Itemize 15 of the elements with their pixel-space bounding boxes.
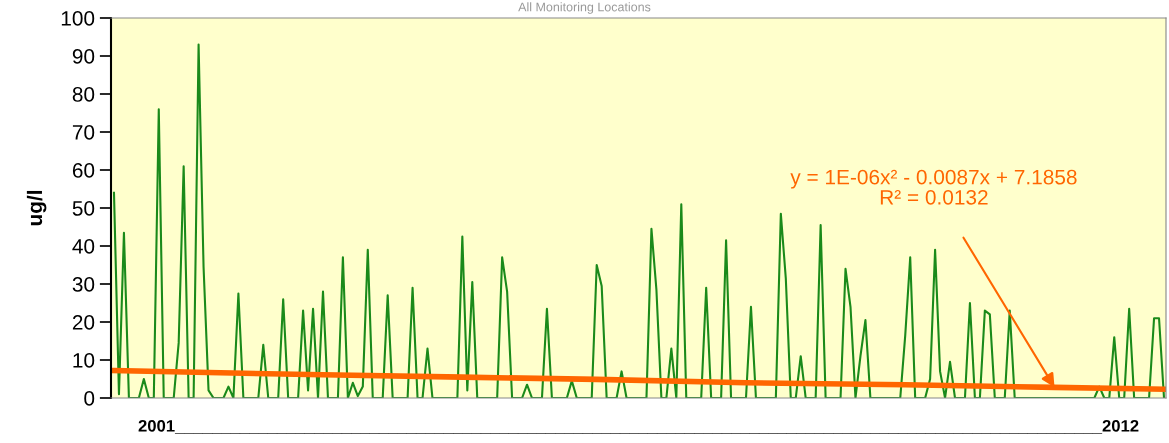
y-tick-label: 50: [72, 201, 95, 216]
y-tick-label: 70: [72, 125, 95, 140]
y-tick-label: 100: [61, 11, 95, 26]
y-tick-label: 0: [84, 391, 95, 406]
y-tick-label: 80: [72, 87, 95, 102]
y-tick-label: 90: [72, 49, 95, 64]
y-tick-label: 10: [73, 353, 95, 368]
y-tick-label: 20: [72, 315, 95, 330]
y-tick-label: 60: [72, 163, 95, 178]
y-tick-label: 30: [72, 277, 95, 292]
y-tick-label: 40: [72, 239, 95, 254]
annotation: y = 1E-06x² - 0.0087x + 7.1858 R² = 0.0132: [790, 169, 1077, 205]
x-axis-title: 2001____________________________________________________________________________________________________2012: [138, 419, 1139, 434]
chart-title: All Monitoring Locations: [518, 2, 651, 14]
y-axis-title: ug/l: [26, 190, 47, 226]
